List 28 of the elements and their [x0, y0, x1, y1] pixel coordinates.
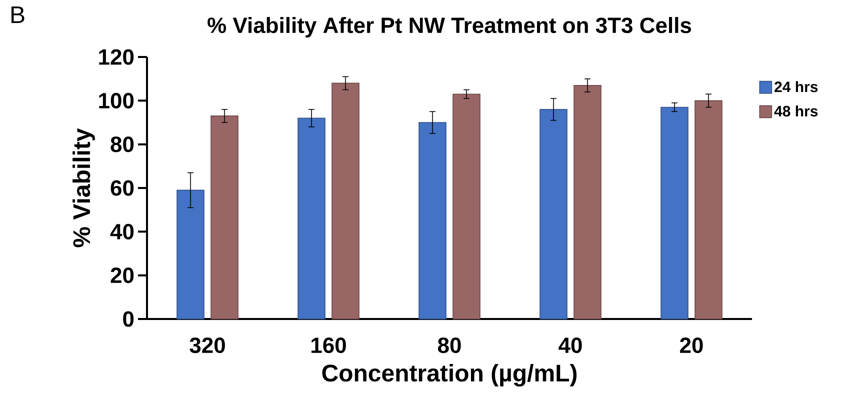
bar	[694, 100, 722, 320]
x-axis-title: Concentration (µg/mL)	[322, 364, 577, 386]
y-tick-label: 80	[110, 136, 134, 152]
x-tick-label: 40	[558, 338, 582, 354]
x-tick-label: 20	[680, 338, 703, 354]
legend-label: 24 hrs	[774, 81, 818, 92]
bar	[574, 84, 602, 320]
y-tick-label: 40	[110, 224, 134, 240]
bar	[452, 94, 480, 320]
x-tick-label: 320	[190, 338, 225, 354]
text: B	[11, 6, 24, 24]
y-tick-label: 0	[123, 311, 134, 327]
chart-title: % Viability After Pt NW Treatment on 3T3 Cells	[208, 16, 692, 38]
legend-label: 48 hrs	[774, 105, 818, 117]
y-tick-label: 120	[99, 49, 134, 65]
bar	[660, 106, 688, 320]
y-tick-label: 20	[110, 268, 134, 284]
bar	[332, 82, 360, 320]
bar	[418, 122, 446, 320]
bar	[298, 118, 326, 320]
x-tick-label: 80	[438, 338, 461, 354]
y-tick-label: 60	[110, 180, 134, 196]
bar	[540, 109, 568, 320]
y-tick-label: 100	[99, 92, 134, 108]
bar	[176, 190, 204, 320]
bar	[210, 116, 238, 320]
y-axis-title: % Viability	[72, 128, 95, 248]
x-tick-label: 160	[312, 338, 346, 354]
